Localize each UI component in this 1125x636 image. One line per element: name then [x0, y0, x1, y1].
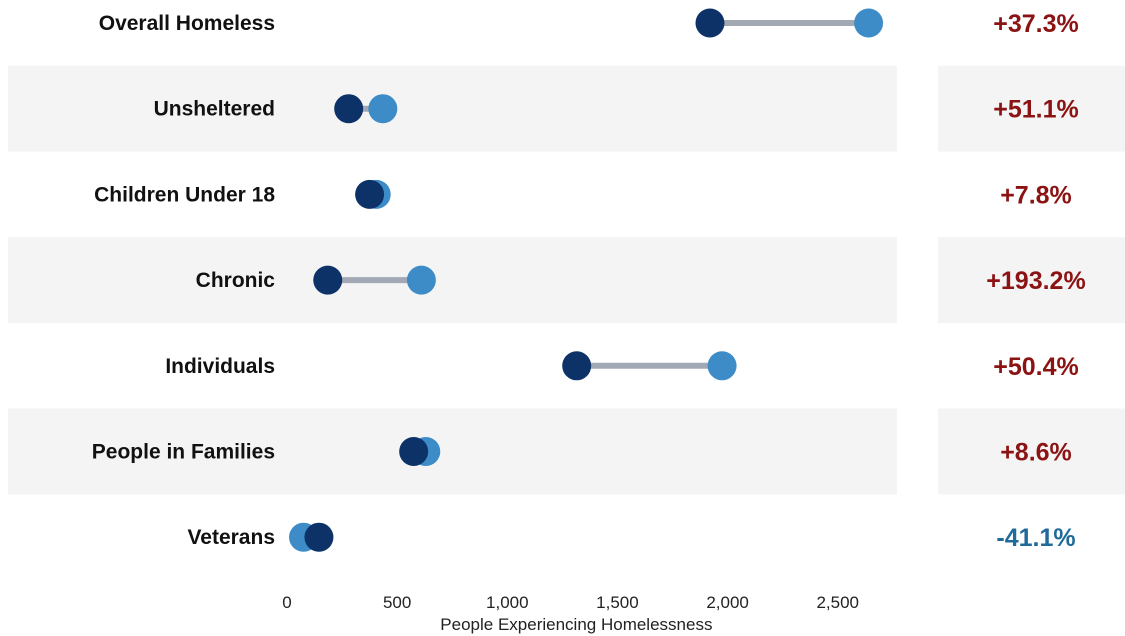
change-label: +8.6% — [1000, 439, 1072, 467]
category-label: Unsheltered — [154, 98, 275, 121]
category-labels: Overall Homeless Unsheltered Children Unde… — [92, 12, 276, 549]
x-axis-ticks: 0 500 1,000 1,500 2,000 2,500 — [282, 593, 859, 612]
dark-dot — [695, 8, 725, 38]
category-label: Overall Homeless — [99, 12, 275, 35]
change-label: +50.4% — [993, 353, 1079, 381]
x-tick-label: 1,000 — [486, 593, 529, 612]
dark-dot — [355, 179, 385, 209]
row-band — [8, 65, 897, 152]
change-labels: +37.3% +51.1% +7.8% +193.2% +50.4% +8.6% -41.1… — [986, 10, 1085, 552]
data-points — [289, 8, 884, 552]
change-label: +51.1% — [993, 96, 1079, 124]
change-band — [938, 65, 1125, 152]
row-band — [8, 408, 897, 495]
x-tick-label: 2,000 — [706, 593, 749, 612]
x-axis-title: People Experiencing Homelessness — [440, 615, 712, 634]
change-label: +7.8% — [1000, 181, 1072, 209]
x-tick-label: 500 — [383, 593, 411, 612]
change-band — [938, 408, 1125, 495]
category-label: Children Under 18 — [94, 183, 275, 206]
light-dot — [707, 351, 737, 381]
change-label: -41.1% — [996, 524, 1075, 552]
dark-dot — [399, 437, 429, 466]
change-label: +37.3% — [993, 10, 1079, 38]
x-tick-label: 0 — [282, 593, 291, 612]
dark-dot — [313, 265, 343, 295]
row-band — [8, 237, 897, 324]
row-bands — [8, 65, 1125, 495]
category-label: People in Families — [92, 441, 275, 464]
light-dot — [406, 265, 436, 295]
x-tick-label: 1,500 — [596, 593, 639, 612]
light-dot — [368, 94, 398, 124]
dark-dot — [334, 94, 364, 124]
change-label: +193.2% — [986, 267, 1085, 295]
dark-dot — [562, 351, 592, 381]
category-label: Chronic — [196, 269, 276, 292]
category-label: Veterans — [187, 526, 275, 549]
category-label: Individuals — [165, 355, 275, 378]
x-tick-label: 2,500 — [816, 593, 859, 612]
dark-dot — [304, 522, 334, 552]
change-band — [938, 237, 1125, 324]
light-dot — [854, 8, 884, 38]
